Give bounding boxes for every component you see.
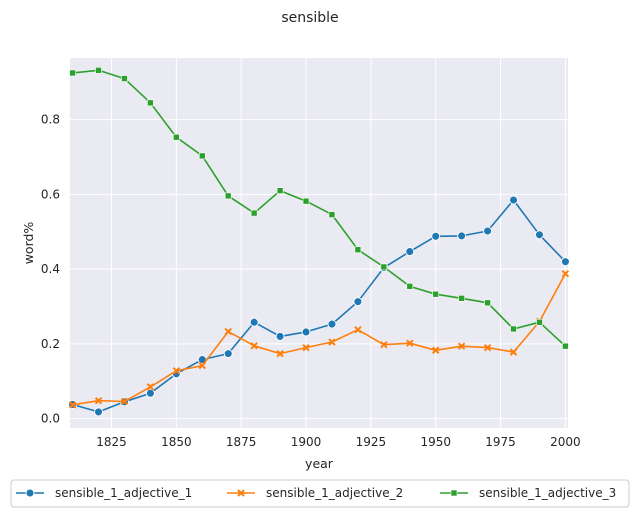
y-tick-labels: 0.0 0.2 0.4 0.6 0.8: [41, 113, 60, 426]
data-point: [561, 269, 570, 278]
legend-entry: sensible_1_adjective_1: [16, 486, 192, 500]
data-point: [120, 397, 129, 406]
series-sensible_1_adjective_2: [68, 269, 570, 409]
data-point: [121, 75, 128, 82]
x-tick-label: 1900: [291, 435, 322, 449]
y-tick-label: 0.2: [41, 337, 60, 351]
data-point: [380, 340, 388, 349]
data-point: [69, 69, 76, 77]
x-tick-label: 1850: [161, 435, 192, 449]
legend-marker: [237, 489, 245, 497]
data-point: [509, 348, 518, 356]
data-point: [94, 407, 103, 417]
gridlines: [70, 58, 568, 428]
data-point: [223, 349, 233, 359]
legend: sensible_1_adjective_1 sensible_1_adjecti…: [10, 479, 630, 508]
data-point: [173, 133, 180, 141]
data-point: [431, 231, 441, 241]
y-tick-label: 0.6: [41, 187, 60, 201]
data-point: [328, 211, 336, 218]
data-point: [276, 187, 284, 194]
x-tick-labels: 1825 1850 1875 1900 1925 1950 1975 2000: [96, 435, 580, 449]
legend-label: sensible_1_adjective_3: [479, 486, 616, 500]
legend-frame: [10, 479, 630, 508]
data-point: [353, 297, 363, 307]
data-point: [536, 318, 543, 326]
data-point: [94, 397, 103, 405]
data-point: [172, 367, 181, 375]
legend-entry: sensible_1_adjective_2: [227, 486, 403, 500]
data-point: [198, 152, 206, 160]
x-tick-label: 1825: [96, 435, 127, 449]
data-point: [147, 99, 154, 107]
data-point: [405, 247, 415, 257]
x-tick-label: 1975: [485, 435, 516, 449]
series-sensible_1_adjective_3: [69, 67, 569, 350]
legend-entry: sensible_1_adjective_3: [440, 486, 616, 500]
data-point: [224, 327, 232, 336]
y-tick-label: 0.4: [41, 262, 60, 276]
plot-area: [70, 58, 568, 428]
data-point: [483, 226, 493, 236]
series-line: [72, 273, 567, 406]
data-point: [458, 295, 465, 302]
data-point: [301, 327, 311, 337]
y-tick-label: 0.0: [41, 412, 60, 426]
data-point: [95, 67, 102, 74]
x-axis-label: year: [305, 456, 334, 471]
y-axis-label: word%: [21, 222, 36, 265]
legend-marker: [25, 488, 35, 498]
data-point: [535, 230, 544, 240]
data-point: [250, 209, 258, 217]
data-point: [354, 246, 362, 254]
chart-title: sensible: [281, 10, 338, 26]
data-point: [432, 346, 440, 354]
data-point: [68, 401, 77, 409]
data-point: [327, 319, 337, 329]
data-point: [275, 331, 285, 341]
data-point: [406, 339, 414, 347]
data-point: [276, 349, 284, 358]
data-point: [250, 342, 258, 350]
legend-label: sensible_1_adjective_2: [266, 486, 403, 500]
data-point: [328, 338, 336, 346]
data-point: [457, 231, 467, 241]
data-point: [145, 388, 155, 398]
data-point: [432, 290, 440, 298]
data-point: [302, 343, 310, 352]
series-line: [72, 69, 566, 347]
data-point: [198, 361, 206, 370]
legend-marker: [450, 489, 458, 497]
series-lines: [68, 67, 570, 417]
data-point: [484, 299, 491, 307]
data-point: [380, 263, 388, 271]
data-point: [562, 342, 569, 350]
x-tick-label: 1925: [356, 435, 387, 449]
data-point: [483, 343, 492, 352]
data-point: [509, 195, 518, 205]
data-point: [457, 342, 466, 350]
data-point: [406, 283, 414, 290]
data-point: [224, 192, 232, 200]
data-point: [560, 257, 570, 267]
data-point: [146, 383, 155, 391]
legend-label: sensible_1_adjective_1: [55, 486, 192, 500]
data-point: [302, 197, 310, 205]
x-tick-label: 2000: [550, 435, 581, 449]
y-tick-label: 0.8: [41, 113, 60, 127]
data-point: [354, 325, 362, 334]
data-point: [249, 317, 259, 327]
data-point: [510, 325, 517, 333]
x-tick-label: 1875: [226, 435, 257, 449]
x-tick-label: 1950: [420, 435, 451, 449]
